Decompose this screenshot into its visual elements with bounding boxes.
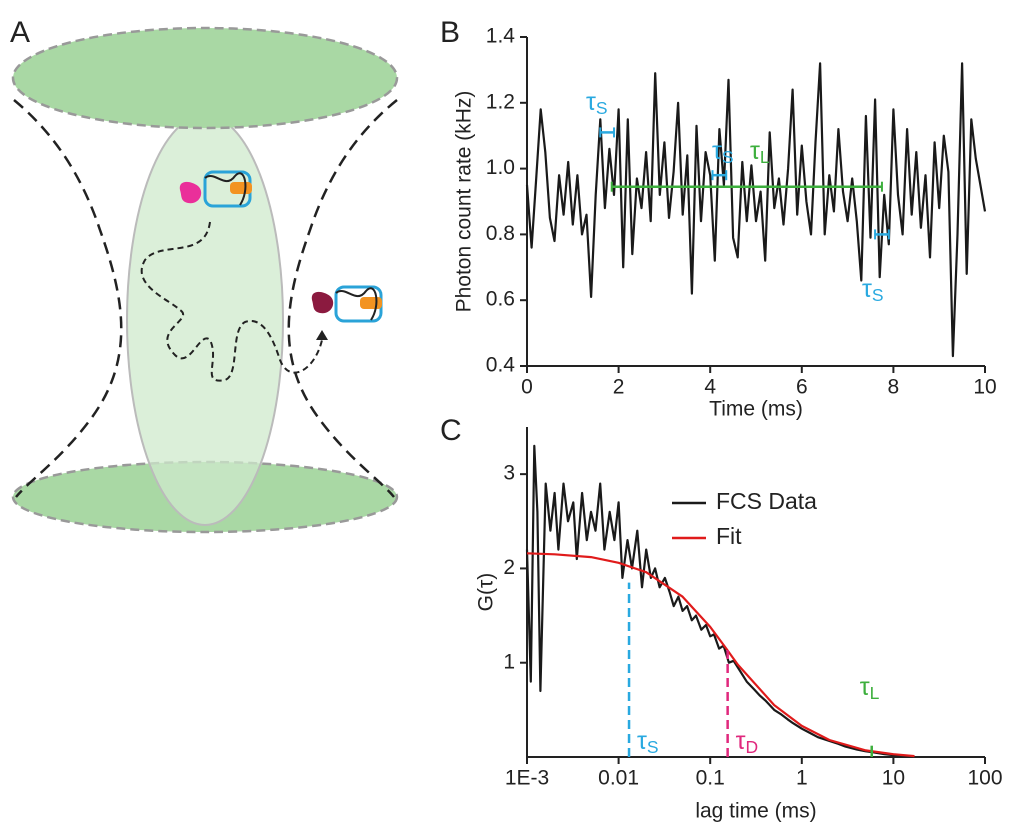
data-line [525, 444, 901, 757]
y-axis-label: G(τ) [475, 573, 498, 612]
legend-label: Fit [716, 523, 742, 549]
y-tick-label: 0.4 [486, 354, 516, 377]
data-line [526, 552, 915, 758]
panel-label: C [440, 414, 462, 447]
panel-label: B [440, 16, 460, 49]
annotation-symbol: τ [712, 137, 722, 165]
y-tick-label: 3 [503, 462, 515, 485]
y-tick-label: 0.6 [486, 288, 515, 311]
y-tick-label: 0.8 [486, 222, 515, 245]
annotation-label: τS [586, 88, 608, 118]
y-tick-label: 1.2 [486, 90, 515, 113]
annotation-label: τS [637, 727, 659, 757]
annotation-subscript: D [746, 737, 759, 757]
y-tick-label: 1.4 [486, 25, 516, 48]
annotation-symbol: τ [637, 727, 647, 755]
molecule-2 [311, 285, 383, 323]
annotation-label: τL [860, 673, 880, 703]
annotation-symbol: τ [586, 88, 596, 116]
annotation-label: τS [862, 275, 884, 305]
annotation-label: τD [736, 727, 759, 757]
x-axis-label: Time (ms) [709, 398, 803, 421]
annotation-symbol: τ [862, 275, 872, 303]
x-tick-label: 1 [796, 767, 808, 790]
x-tick-label: 6 [796, 376, 808, 399]
x-tick-label: 1E-3 [505, 767, 549, 790]
x-tick-label: 2 [613, 376, 625, 399]
x-tick-label: 4 [704, 376, 716, 399]
annotation-subscript: S [647, 737, 659, 757]
y-tick-label: 1 [503, 650, 515, 673]
focal-volume-diagram [11, 26, 399, 534]
x-tick-label: 8 [888, 376, 900, 399]
path-arrow [316, 330, 328, 340]
annotation-label: τL [750, 137, 770, 167]
top-plane [11, 26, 399, 130]
annotation-subscript: L [760, 147, 770, 167]
beam-edge-left [13, 99, 123, 498]
data-line [525, 62, 987, 358]
panel-label: A [10, 16, 30, 49]
annotation-subscript: S [596, 98, 608, 118]
x-axis-label: lag time (ms) [695, 800, 816, 823]
x-tick-label: 10 [973, 376, 996, 399]
x-tick-label: 100 [967, 767, 1002, 790]
molecule-1 [179, 170, 252, 208]
annotation-subscript: L [870, 683, 880, 703]
x-tick-label: 0.1 [696, 767, 725, 790]
annotation-symbol: τ [736, 727, 746, 755]
y-tick-label: 1.0 [486, 156, 515, 179]
legend-label: FCS Data [716, 488, 817, 514]
annotation-symbol: τ [750, 137, 760, 165]
x-tick-label: 0.01 [598, 767, 639, 790]
annotation-label: τS [712, 137, 734, 167]
x-tick-label: 10 [882, 767, 905, 790]
diffusion-path [140, 221, 323, 382]
annotation-subscript: S [722, 147, 734, 167]
beam-edge-right [287, 99, 398, 498]
annotation-symbol: τ [860, 673, 870, 701]
x-tick-label: 0 [521, 376, 533, 399]
y-axis-label: Photon count rate (kHz) [453, 91, 476, 313]
annotation-subscript: S [872, 285, 884, 305]
y-tick-label: 2 [503, 556, 515, 579]
